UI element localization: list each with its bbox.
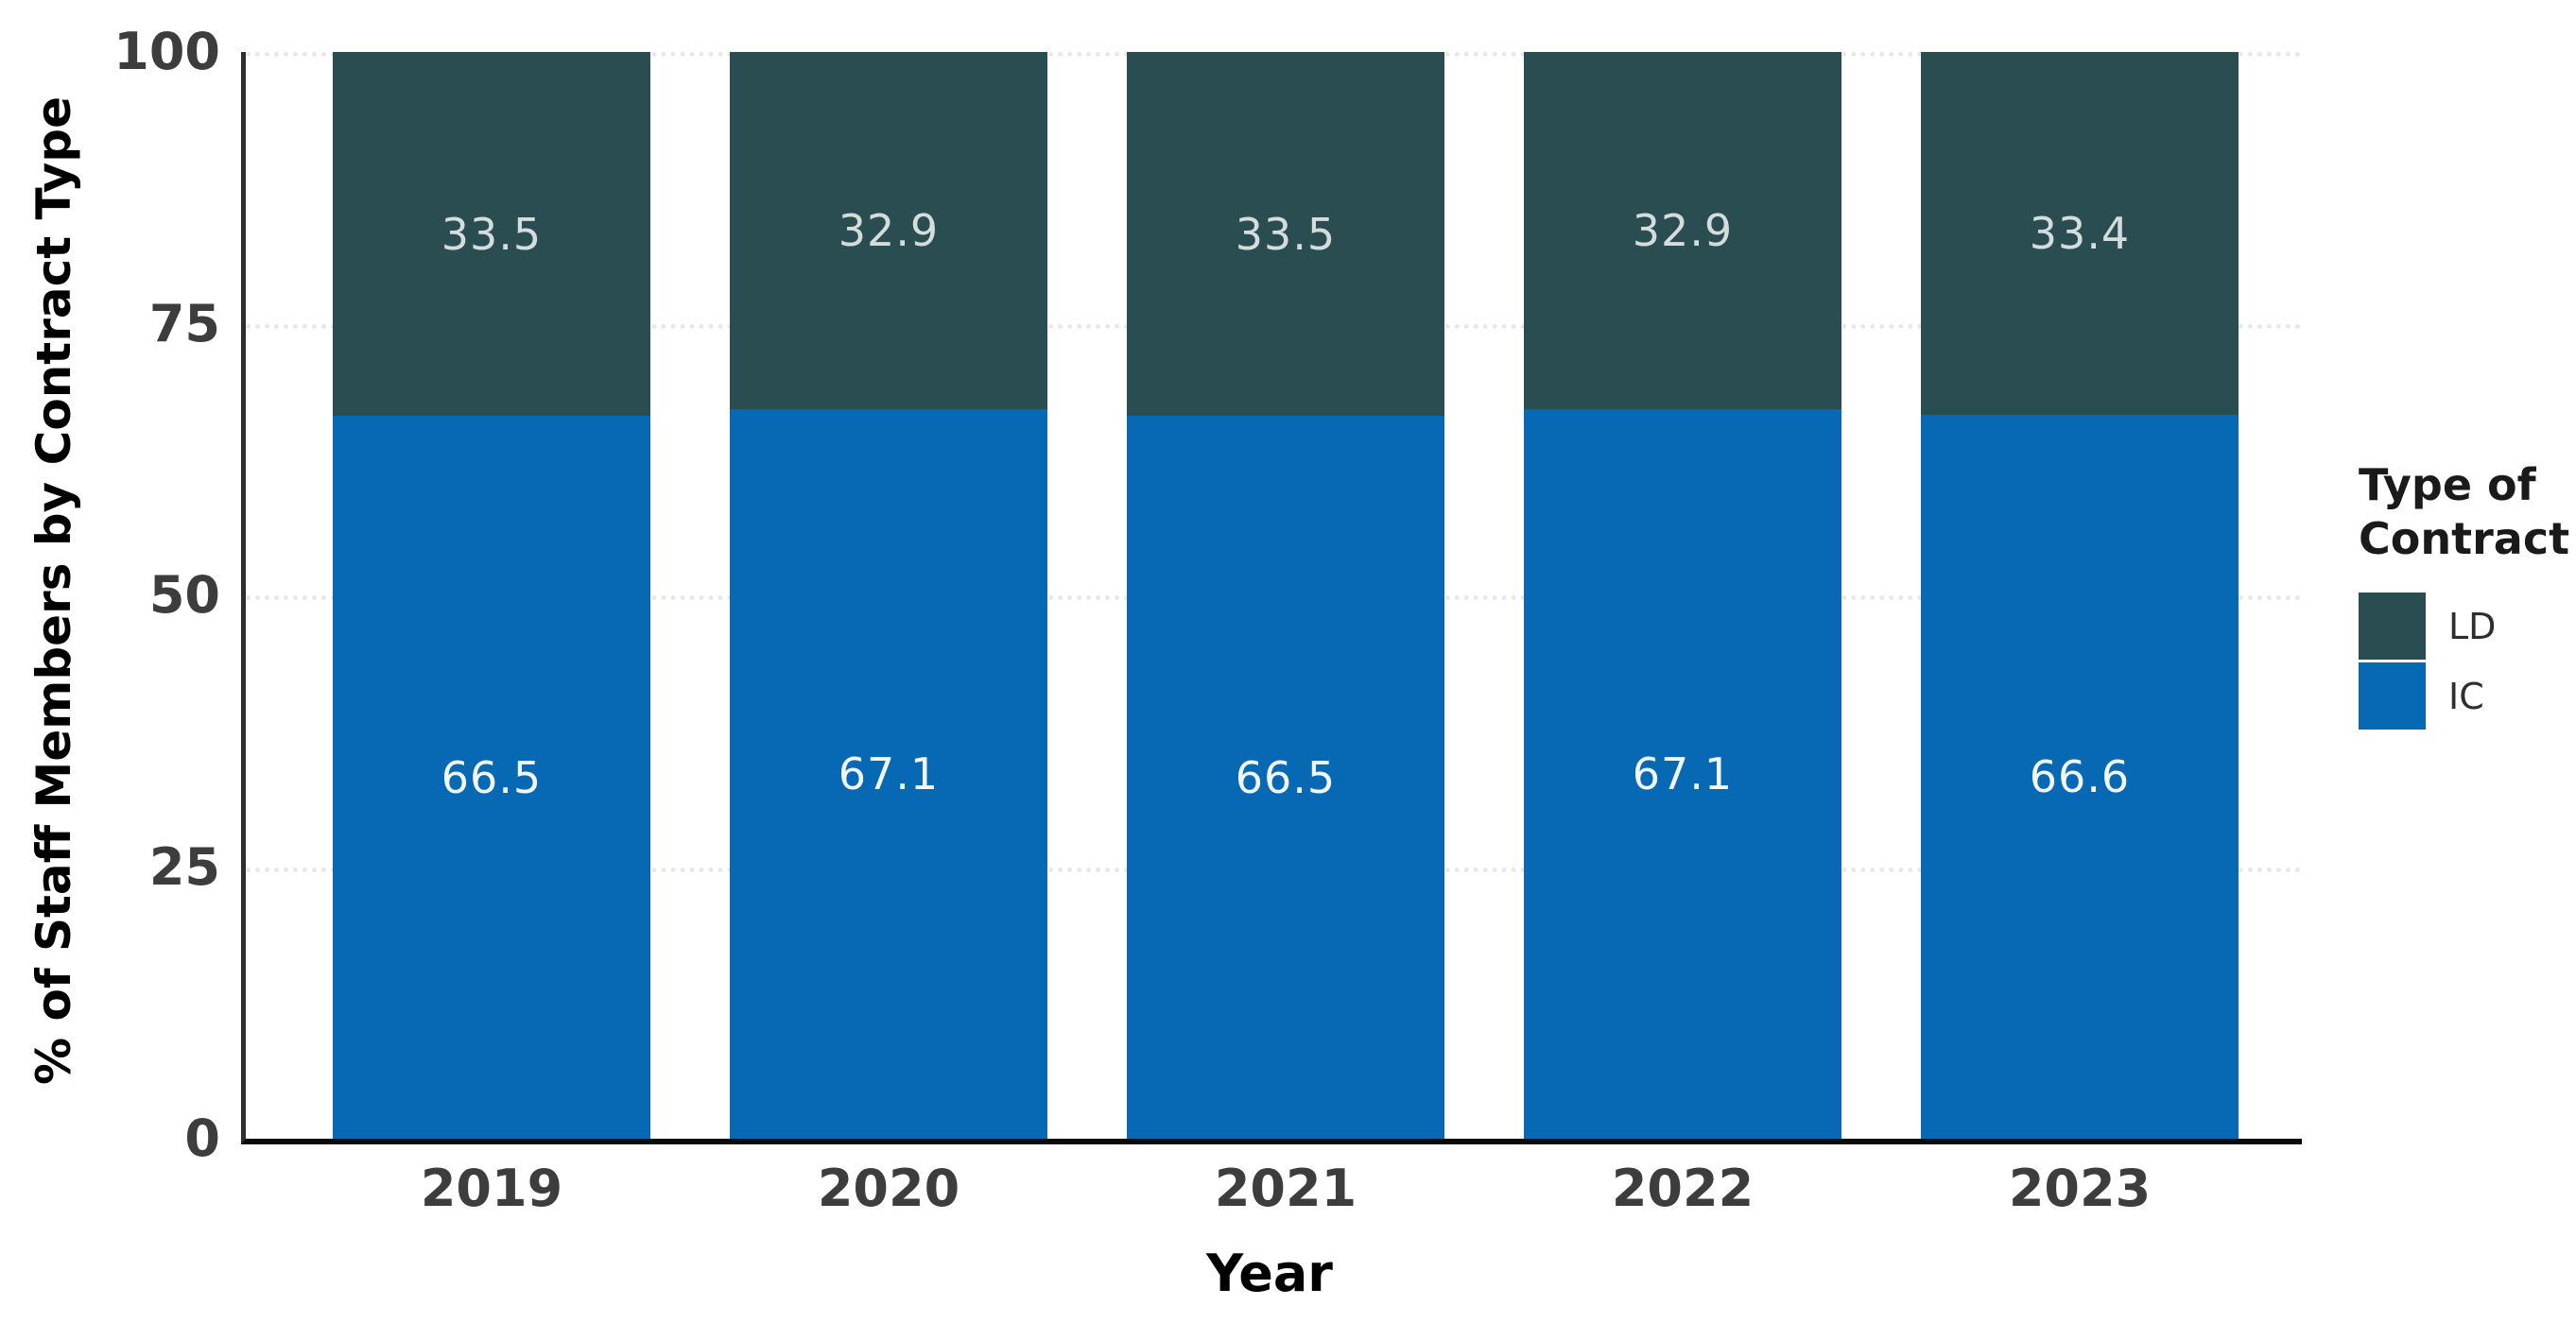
y-tick-label-75: 75 [148,293,220,353]
x-tick-label-2019: 2019 [420,1159,563,1218]
x-tick-label-2020: 2020 [817,1159,960,1218]
legend-item-IC: IC [2359,662,2569,730]
bar-segment-2019-LD: 33.5 [333,52,650,417]
bar-value-label-2020-LD: 32.9 [838,205,940,257]
bar-value-label-2021-IC: 66.5 [1235,751,1337,803]
legend-title-line-2: Contract [2359,513,2570,564]
x-tick-label-2023: 2023 [2008,1159,2152,1218]
plot-area: 66.5 33.5 67.1 32.9 66.5 33.5 67.1 32.9 66.6 33.4 [241,52,2302,1144]
x-tick-label-2022: 2022 [1611,1159,1755,1218]
bar-value-label-2019-IC: 66.5 [441,751,543,803]
legend-item-LD: LD [2359,593,2569,660]
bar-segment-2023-IC: 66.6 [1921,415,2239,1139]
bar-segment-2022-IC: 67.1 [1524,409,1841,1139]
legend-swatch-IC [2359,662,2426,730]
bar-value-label-2019-LD: 33.5 [441,208,543,260]
bar-segment-2023-LD: 33.4 [1921,52,2239,416]
y-tick-label-50: 50 [148,565,220,625]
bar-segment-2020-IC: 67.1 [730,409,1047,1139]
x-tick-label-2021: 2021 [1214,1159,1357,1218]
x-axis-title: Year [1206,1244,1333,1303]
bar-value-label-2022-LD: 32.9 [1632,205,1734,257]
bar-value-label-2023-LD: 33.4 [2029,208,2131,260]
bar-value-label-2020-IC: 67.1 [838,748,940,800]
legend-label-LD: LD [2448,605,2497,647]
y-tick-label-0: 0 [184,1108,220,1168]
legend-title-line-1: Type of [2359,459,2536,510]
bar-value-label-2023-IC: 66.6 [2029,751,2131,803]
legend-swatch-LD [2359,593,2426,660]
bar-segment-2019-IC: 66.5 [333,416,650,1139]
y-tick-label-100: 100 [113,22,220,81]
legend: Type of Contract LD IC [2359,458,2569,732]
bar-segment-2021-IC: 66.5 [1127,416,1444,1139]
legend-label-IC: IC [2448,675,2484,717]
bar-segment-2022-LD: 32.9 [1524,52,1841,410]
bar-value-label-2022-IC: 67.1 [1632,748,1734,800]
legend-title: Type of Contract [2359,458,2569,566]
legend-items: LD IC [2359,593,2569,730]
bar-value-label-2021-LD: 33.5 [1235,208,1337,260]
y-tick-label-25: 25 [148,836,220,897]
bar-segment-2020-LD: 32.9 [730,52,1047,410]
bar-segment-2021-LD: 33.5 [1127,52,1444,417]
